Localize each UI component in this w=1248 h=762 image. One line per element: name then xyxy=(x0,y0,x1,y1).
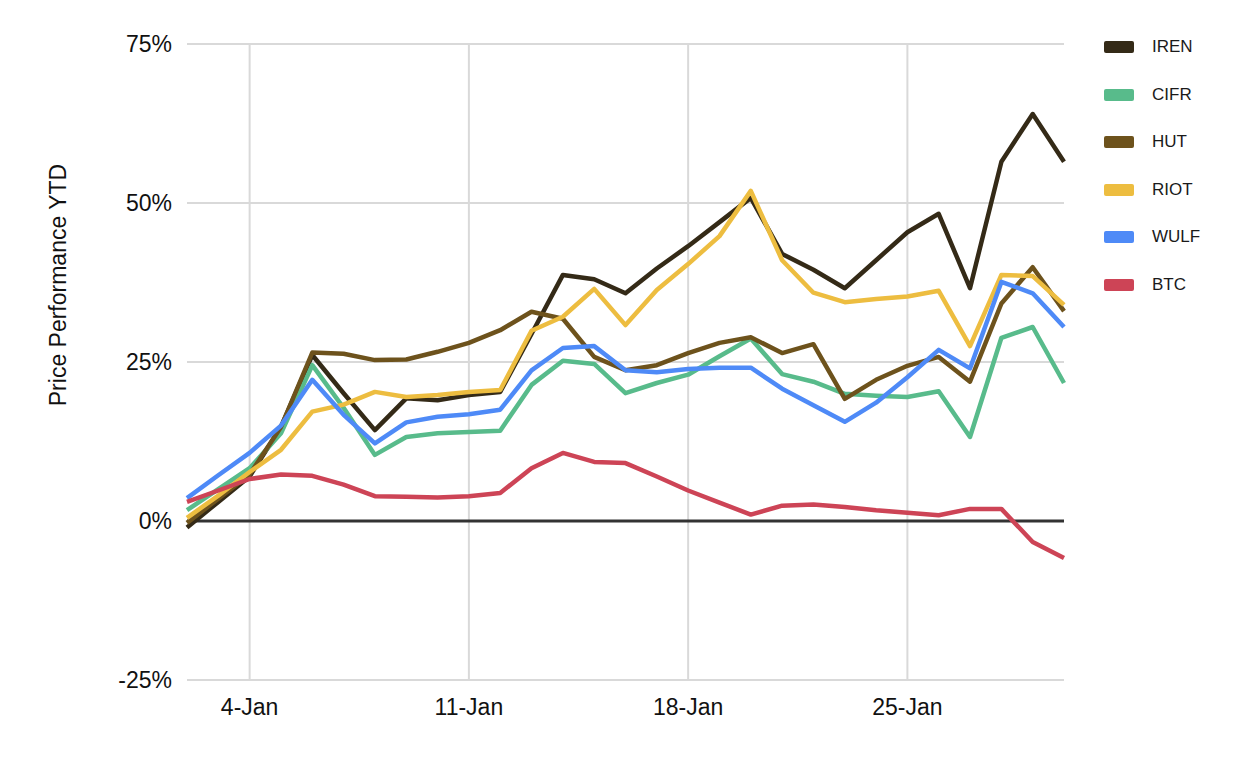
axis-labels: 75% 50% 25% 0% -25% 4-Jan 11-Jan 18-Jan 25-Jan xyxy=(118,31,942,720)
x-tick-label: 4-Jan xyxy=(221,694,279,720)
legend-item-btc[interactable]: BTC xyxy=(1104,273,1186,297)
legend-label: CIFR xyxy=(1152,85,1192,105)
line-chart: 75% 50% 25% 0% -25% 4-Jan 11-Jan 18-Jan 25-Jan P… xyxy=(0,0,1248,762)
legend-label: HUT xyxy=(1152,132,1187,152)
y-tick-label: -25% xyxy=(118,667,172,693)
y-tick-label: 75% xyxy=(126,31,172,57)
legend-swatch-icon xyxy=(1104,41,1134,53)
legend-label: RIOT xyxy=(1152,180,1193,200)
y-tick-label: 0% xyxy=(139,508,172,534)
y-tick-label: 25% xyxy=(126,349,172,375)
legend-item-iren[interactable]: IREN xyxy=(1104,35,1193,59)
x-tick-label: 25-Jan xyxy=(872,694,942,720)
y-axis-title: Price Performance YTD xyxy=(45,164,71,406)
legend-item-wulf[interactable]: WULF xyxy=(1104,225,1200,249)
y-tick-label: 50% xyxy=(126,190,172,216)
legend-label: BTC xyxy=(1152,275,1186,295)
legend-label: WULF xyxy=(1152,227,1200,247)
legend-swatch-icon xyxy=(1104,184,1134,196)
legend-swatch-icon xyxy=(1104,231,1134,243)
series-line-btc xyxy=(187,453,1064,558)
legend-item-hut[interactable]: HUT xyxy=(1104,130,1187,154)
x-tick-label: 11-Jan xyxy=(435,694,504,720)
legend-item-riot[interactable]: RIOT xyxy=(1104,178,1193,202)
legend-swatch-icon xyxy=(1104,136,1134,148)
legend-item-cifr[interactable]: CIFR xyxy=(1104,83,1192,107)
legend-swatch-icon xyxy=(1104,279,1134,291)
series-lines xyxy=(187,114,1064,558)
legend-label: IREN xyxy=(1152,37,1193,57)
x-tick-label: 18-Jan xyxy=(653,694,723,720)
series-line-wulf xyxy=(187,282,1064,498)
legend-swatch-icon xyxy=(1104,89,1134,101)
plot-area: 75% 50% 25% 0% -25% 4-Jan 11-Jan 18-Jan 25-Jan P… xyxy=(0,0,1248,762)
